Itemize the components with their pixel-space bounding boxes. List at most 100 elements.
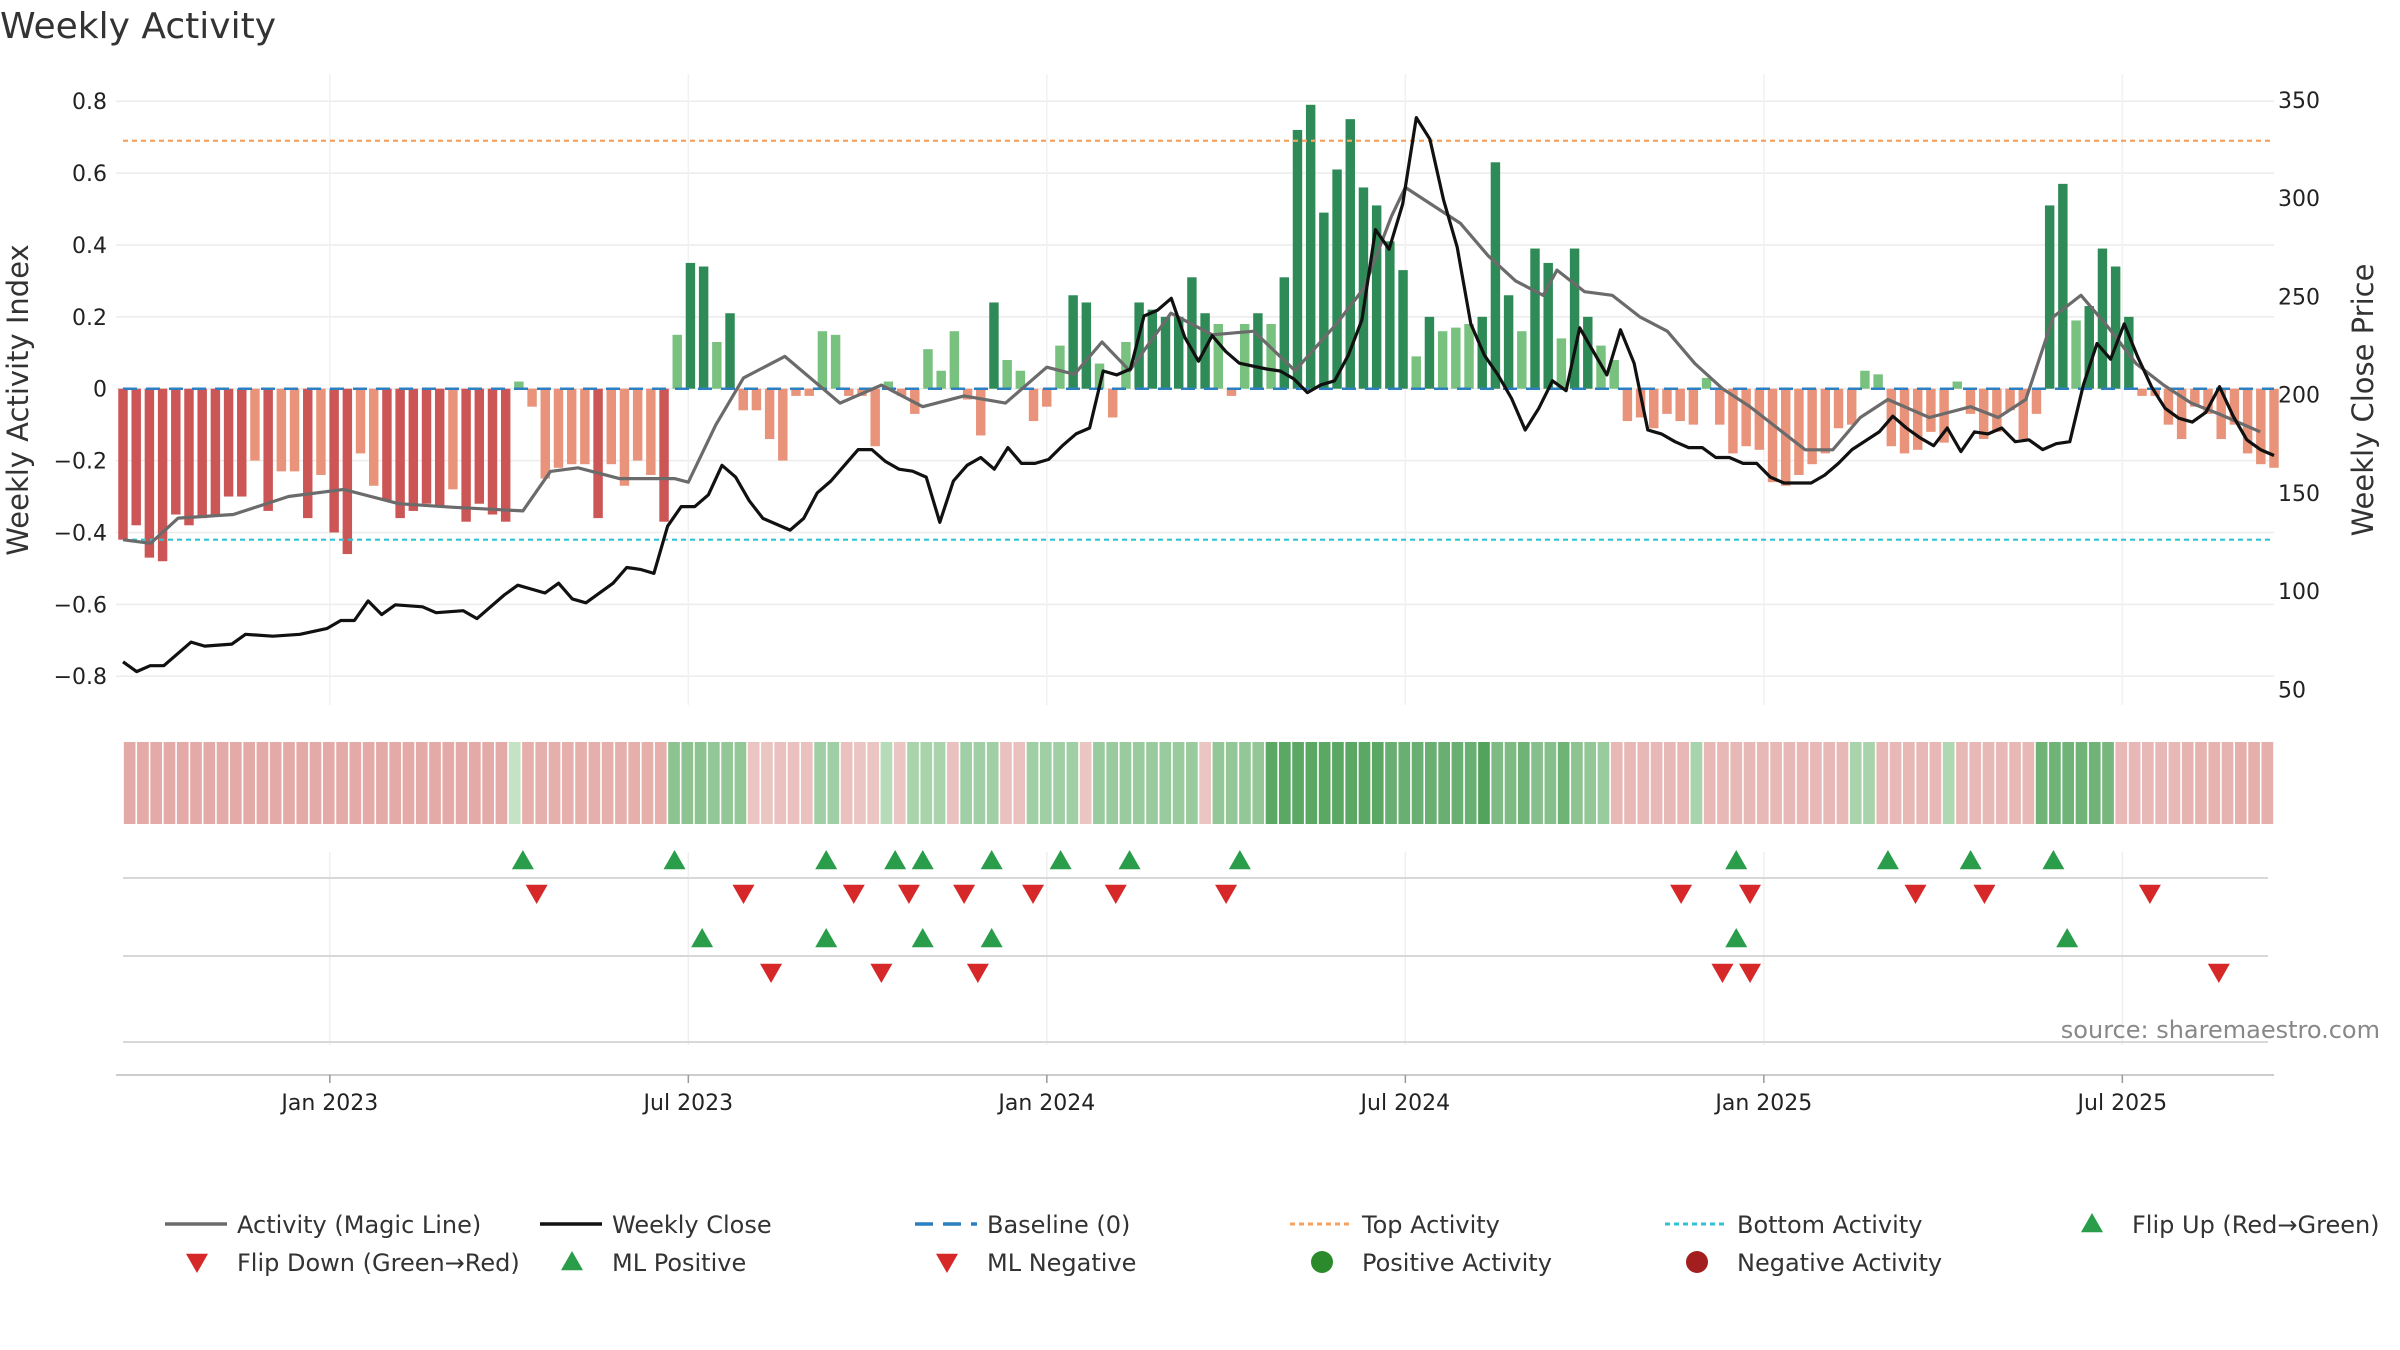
heat-strip-cell <box>721 742 733 824</box>
activity-bar <box>619 388 630 486</box>
heat-strip-cell <box>1531 742 1543 824</box>
heat-strip-cell <box>1425 742 1437 824</box>
heat-strip-cell <box>986 742 999 824</box>
heat-strip-cell <box>2062 742 2075 824</box>
heat-strip-cell <box>1079 742 1092 824</box>
activity-bar <box>474 388 485 504</box>
heat-strip-cell <box>1770 742 1782 824</box>
heat-strip-cell <box>1849 742 1862 824</box>
legend-label: Positive Activity <box>1362 1249 1552 1277</box>
activity-bar <box>408 388 419 511</box>
activity-bar <box>1926 388 1936 432</box>
heat-strip-cell <box>1371 742 1384 824</box>
activity-bar <box>382 388 392 501</box>
flip-up-marker <box>2042 850 2065 870</box>
heat-strip-cell <box>2115 742 2128 824</box>
heat-strip-cell <box>1517 742 1530 824</box>
heat-strip-cell <box>1942 742 1955 824</box>
activity-bar <box>646 388 656 475</box>
activity-bar <box>1912 388 1923 450</box>
activity-bar <box>1371 205 1382 389</box>
activity-bar <box>936 370 946 389</box>
x-tick-label: Jul 2024 <box>1359 1091 1451 1116</box>
legend-label: Flip Up (Red→Green) <box>2132 1211 2380 1239</box>
activity-bar <box>395 388 405 519</box>
flip-up-marker <box>911 850 934 870</box>
heat-strip-cell <box>389 742 402 824</box>
activity-bar <box>1437 331 1448 389</box>
heat-strip-cell <box>1610 742 1623 824</box>
activity-bar <box>527 388 537 407</box>
flip-down-marker <box>1215 884 1238 904</box>
ml-positive-marker <box>2056 928 2079 948</box>
heat-strip-cell <box>668 742 680 824</box>
activity-bar <box>1464 324 1474 389</box>
activity-bar <box>2269 388 2279 468</box>
heat-strip-cell <box>1358 742 1371 824</box>
activity-bar <box>1530 248 1540 389</box>
legend-label: Bottom Activity <box>1737 1211 1922 1239</box>
heat-strip-cell <box>1916 742 1928 824</box>
legend-label: ML Negative <box>987 1249 1136 1277</box>
activity-bar <box>1649 388 1659 429</box>
activity-bar <box>1147 309 1158 389</box>
heat-strip-cell <box>575 742 587 824</box>
activity-bar <box>369 388 379 486</box>
activity-bar <box>1239 324 1250 389</box>
heat-strip-cell <box>734 742 747 824</box>
y-left-tick-label: 0 <box>93 378 107 403</box>
heat-strip-cell <box>2022 742 2035 824</box>
activity-bar <box>1253 313 1263 389</box>
activity-bar <box>2018 388 2028 440</box>
activity-bar <box>1873 374 1883 389</box>
activity-bar <box>2190 388 2200 407</box>
activity-bar <box>1846 388 1857 425</box>
activity-bar <box>1424 316 1435 389</box>
activity-bar <box>1266 324 1276 389</box>
activity-bar <box>1332 169 1342 389</box>
heat-strip-cell <box>1956 742 1968 824</box>
flip-up-marker <box>1228 850 1251 870</box>
activity-bar <box>144 388 155 558</box>
heat-strip-cell <box>123 742 136 824</box>
activity-bar <box>1583 316 1593 389</box>
activity-bar <box>210 388 221 515</box>
heat-strip-cell <box>561 742 574 824</box>
heat-strip-cell <box>1013 742 1026 824</box>
heat-strip-cell <box>283 742 295 824</box>
activity-bar <box>1939 388 1949 443</box>
activity-bar <box>1701 377 1712 389</box>
activity-bar <box>1833 388 1844 429</box>
heat-strip-cell <box>548 742 561 824</box>
activity-bar <box>976 388 986 436</box>
ml-negative-marker <box>760 963 783 983</box>
flip-up-marker <box>980 850 1003 870</box>
heat-strip-cell <box>1186 742 1198 824</box>
heat-strip-cell <box>973 742 986 824</box>
ml-positive-marker <box>1725 928 1748 948</box>
heat-strip-cell <box>2261 742 2274 824</box>
y-right-tick-label: 100 <box>2278 580 2320 605</box>
heat-strip-cell <box>1438 742 1450 824</box>
activity-bar <box>712 341 722 389</box>
heat-strip-cell <box>150 742 163 824</box>
heat-strip-cell <box>1026 742 1039 824</box>
heat-strip-cell <box>2128 742 2141 824</box>
flip-up-marker <box>663 850 686 870</box>
activity-bar <box>1794 388 1804 475</box>
heat-strip-cell <box>1332 742 1344 824</box>
activity-bar <box>632 388 643 461</box>
heat-strip-cell <box>840 742 853 824</box>
heat-strip-cell <box>907 742 919 824</box>
activity-bar <box>1715 388 1725 425</box>
activity-bar <box>949 331 960 389</box>
heat-strip-cell <box>2195 742 2207 824</box>
heat-strip-cell <box>694 742 707 824</box>
activity-bar <box>2084 306 2094 389</box>
heat-strip-cell <box>2155 742 2167 824</box>
y-right-tick-label: 50 <box>2278 678 2306 703</box>
heat-strip-cell <box>960 742 972 824</box>
heat-strip-cell <box>429 742 441 824</box>
activity-bar <box>1305 104 1316 389</box>
heat-strip-cell <box>190 742 202 824</box>
